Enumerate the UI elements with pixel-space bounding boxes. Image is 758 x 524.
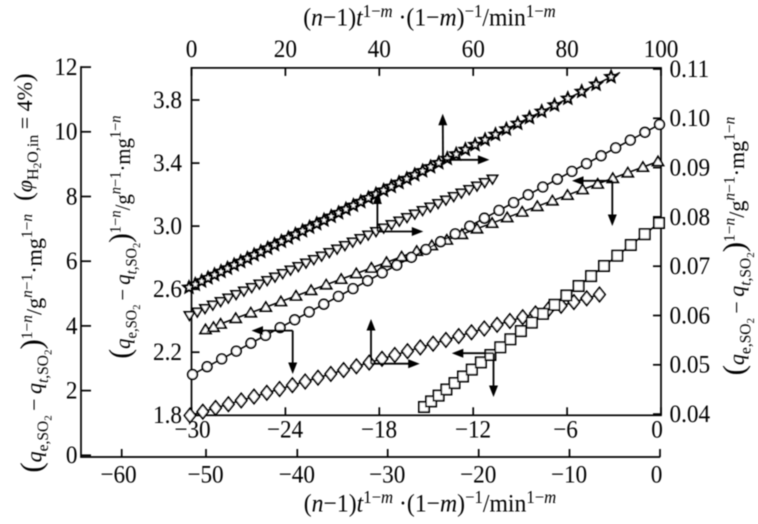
svg-text:0: 0 [651, 416, 663, 444]
svg-text:2.6: 2.6 [153, 275, 182, 303]
svg-text:10: 10 [54, 118, 77, 146]
svg-text:0.05: 0.05 [670, 351, 711, 379]
svg-text:(n−1)t1−m​ ·(1−m)−1​/min1−m​: (n−1)t1−m​ ·(1−m)−1​/min1−m​ [303, 1, 556, 31]
svg-text:12: 12 [54, 53, 77, 81]
svg-text:−40: −40 [279, 461, 315, 489]
svg-text:0.04: 0.04 [670, 400, 711, 428]
svg-text:(n−1)t1−m​ ·(1−m)−1​/min1−m​: (n−1)t1−m​ ·(1−m)−1​/min1−m​ [304, 487, 557, 517]
svg-text:−10: −10 [551, 461, 587, 489]
svg-text:0.06: 0.06 [670, 302, 711, 330]
svg-text:3.8: 3.8 [153, 86, 182, 114]
svg-text:80: 80 [555, 35, 578, 63]
svg-text:−30: −30 [369, 461, 405, 489]
svg-text:0.10: 0.10 [670, 104, 711, 132]
svg-text:−50: −50 [187, 461, 223, 489]
svg-text:0: 0 [186, 35, 198, 63]
svg-text:2.2: 2.2 [153, 338, 182, 366]
svg-text:0.08: 0.08 [670, 203, 711, 231]
svg-text:0: 0 [66, 441, 78, 469]
svg-text:−18: −18 [361, 416, 397, 444]
svg-text:0.09: 0.09 [670, 154, 711, 182]
svg-text:6: 6 [66, 247, 78, 275]
svg-text:(qe,SO2 − qt,SO2)1−n/gn−1·mg1−: (qe,SO2 − qt,SO2)1−n/gn−1·mg1−n [716, 116, 757, 375]
svg-text:40: 40 [368, 35, 391, 63]
svg-text:0.11: 0.11 [670, 55, 710, 83]
svg-text:8: 8 [66, 183, 78, 211]
svg-text:100: 100 [644, 35, 679, 63]
svg-text:20: 20 [274, 35, 297, 63]
svg-text:3.4: 3.4 [153, 149, 182, 177]
svg-text:−60: −60 [100, 461, 136, 489]
svg-text:(qe,SO2 − qt,SO2)1−n/gn−1·mg1−: (qe,SO2 − qt,SO2)1−n/gn−1·mg1−n [102, 115, 143, 358]
svg-text:−30: −30 [174, 416, 210, 444]
svg-text:2: 2 [66, 377, 78, 405]
svg-text:4: 4 [66, 312, 78, 340]
svg-text:(qe,SO2 − qt,SO2)1−n/gn−1·mg1−: (qe,SO2 − qt,SO2)1−n/gn−1·mg1−n (φH2O,in… [9, 73, 55, 472]
svg-text:−6: −6 [553, 416, 578, 444]
svg-text:−20: −20 [460, 461, 496, 489]
svg-text:3.0: 3.0 [153, 212, 182, 240]
svg-text:−24: −24 [267, 416, 303, 444]
svg-text:−12: −12 [455, 416, 491, 444]
svg-text:0: 0 [651, 461, 663, 489]
svg-text:1.8: 1.8 [153, 401, 182, 429]
svg-text:60: 60 [462, 35, 485, 63]
svg-text:0.07: 0.07 [670, 252, 711, 280]
